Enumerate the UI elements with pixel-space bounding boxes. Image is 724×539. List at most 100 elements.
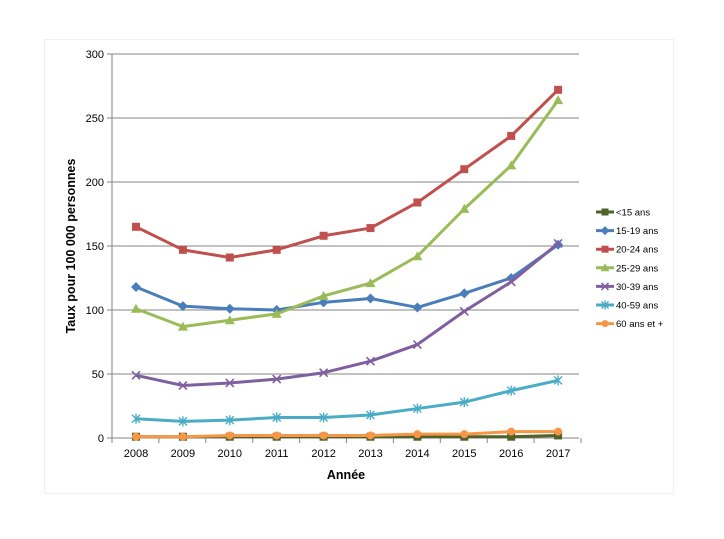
data-point [460, 165, 469, 174]
data-point [506, 160, 517, 170]
data-point [225, 253, 234, 262]
data-point [132, 432, 140, 441]
x-axis-title: Année [327, 468, 365, 482]
data-point [131, 281, 141, 292]
legend-marker [601, 300, 609, 310]
series-25-29-ans [131, 95, 564, 331]
data-point [178, 380, 188, 391]
data-point [177, 321, 188, 331]
data-point [131, 303, 141, 313]
data-point [507, 432, 516, 441]
legend-marker [600, 226, 610, 236]
data-point [507, 427, 516, 436]
data-point [366, 409, 375, 420]
legend-marker [601, 320, 609, 328]
x-tick-labels: 2008 2009 2010 2011 2012 2013 2014 2015 2016 2017 [124, 448, 571, 460]
y-tick-label: 0 [98, 433, 104, 445]
series-line [135, 378, 559, 423]
chart-frame [44, 39, 674, 494]
legend-marker [601, 208, 609, 216]
data-point [459, 306, 469, 316]
legend-item: 20-24 ans [596, 245, 659, 256]
series-30-39-ans [131, 238, 563, 391]
data-point [319, 368, 329, 378]
legend-item: <15 ans [596, 208, 650, 219]
legend: <15 ans 15-19 ans 20-24 ans 25-29 ans 30-39 … [596, 208, 664, 330]
data-point [131, 413, 141, 424]
legend-item: 40-59 ans [596, 300, 659, 312]
y-tick-label: 250 [86, 113, 104, 125]
data-point [554, 85, 563, 94]
data-point [271, 308, 282, 318]
data-point [412, 251, 423, 261]
data-point [553, 375, 563, 386]
y-tick-labels: 0 50 100 150 200 250 300 [86, 49, 104, 445]
legend-marker [600, 263, 610, 272]
data-point [131, 370, 141, 380]
y-tick-label: 150 [86, 241, 104, 253]
x-tick-label: 2013 [358, 448, 382, 460]
legend-item: 30-39 ans [596, 282, 659, 293]
data-point [225, 415, 235, 426]
data-point [412, 339, 422, 350]
data-point [319, 431, 328, 440]
data-point [224, 303, 235, 314]
x-tick-label: 2008 [124, 448, 148, 460]
data-point [178, 432, 187, 441]
x-tick-label: 2015 [452, 448, 476, 460]
legend-label: 20-24 ans [616, 245, 659, 256]
x-tick-label: 2012 [311, 448, 335, 460]
data-point [460, 430, 469, 439]
data-point [272, 374, 282, 384]
data-point [366, 431, 375, 440]
x-tick-label: 2010 [218, 448, 242, 460]
data-point [272, 245, 281, 254]
series-line [136, 430, 559, 439]
legend-marker [601, 245, 609, 253]
data-point [506, 385, 516, 396]
data-point [365, 356, 376, 366]
data-point [225, 431, 234, 440]
data-point [413, 198, 422, 207]
data-point [224, 315, 235, 325]
data-point [132, 222, 140, 231]
series-20-24-ans [132, 85, 563, 262]
data-point [507, 131, 516, 140]
y-tick-label: 100 [86, 305, 104, 317]
data-point [506, 277, 516, 287]
data-point [365, 278, 376, 288]
data-point [366, 224, 375, 233]
y-axis-title: Taux pour 100 000 personnes [64, 159, 78, 334]
legend-label: 15-19 ans [616, 226, 659, 237]
x-tick-label: 2014 [405, 448, 429, 460]
data-point [553, 238, 563, 249]
data-point [318, 290, 329, 300]
y-tick-label: 200 [86, 177, 104, 189]
series-line [135, 99, 560, 329]
y-tick-label: 50 [92, 369, 104, 381]
data-point [365, 293, 376, 304]
data-point [272, 431, 281, 440]
x-tick-label: 2017 [546, 448, 570, 460]
series-60-ans-et [132, 427, 563, 441]
data-point [413, 430, 422, 439]
data-point [177, 301, 188, 312]
legend-item: 60 ans et + [596, 319, 664, 330]
data-point [272, 412, 282, 423]
series-group [131, 85, 564, 441]
data-point [412, 403, 422, 414]
legend-label: 30-39 ans [616, 282, 659, 293]
y-tick-label: 300 [86, 49, 104, 61]
x-tick-label: 2009 [171, 448, 195, 460]
data-point [178, 245, 187, 254]
legend-label: 60 ans et + [616, 319, 664, 330]
data-point [319, 231, 328, 240]
gridlines [107, 53, 582, 443]
data-point [459, 288, 470, 299]
data-point [319, 412, 329, 423]
series-line [135, 243, 559, 312]
x-tick-label: 2011 [265, 448, 289, 460]
data-point [412, 302, 423, 313]
data-point [459, 203, 470, 213]
